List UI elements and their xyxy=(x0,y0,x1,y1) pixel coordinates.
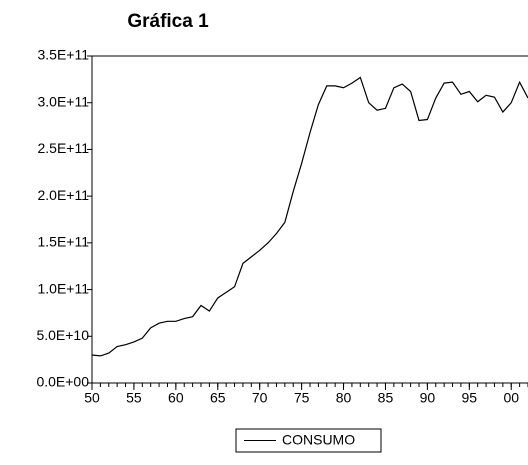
x-tick-label: 80 xyxy=(336,390,352,406)
y-tick-label: 3.5E+11 xyxy=(37,47,89,63)
y-tick-label: 1.5E+11 xyxy=(37,234,89,250)
y-tick-label: 2.0E+11 xyxy=(37,187,89,203)
legend-label: CONSUMO xyxy=(282,432,355,448)
y-tick-label: 5.0E+10 xyxy=(36,327,89,343)
x-tick-label: 00 xyxy=(503,390,519,406)
y-tick-label: 0.0E+00 xyxy=(36,374,89,390)
y-tick-label: 1.0E+11 xyxy=(37,280,89,296)
x-tick-label: 90 xyxy=(420,390,436,406)
y-tick-label: 3.0E+11 xyxy=(37,93,89,109)
x-tick-label: 75 xyxy=(294,390,310,406)
x-tick-label: 65 xyxy=(210,390,226,406)
legend-box xyxy=(235,428,382,453)
series-line xyxy=(91,76,528,357)
x-tick-label: 60 xyxy=(168,390,184,406)
chart-title: Gráfica 1 xyxy=(127,11,209,32)
plot-frame xyxy=(91,55,528,384)
x-tick-label: 55 xyxy=(126,390,142,406)
x-tick-label: 70 xyxy=(252,390,268,406)
y-tick-label: 2.5E+11 xyxy=(37,140,89,156)
x-tick-label: 85 xyxy=(378,390,394,406)
x-tick-label: 50 xyxy=(84,390,100,406)
x-tick-label: 95 xyxy=(462,390,478,406)
